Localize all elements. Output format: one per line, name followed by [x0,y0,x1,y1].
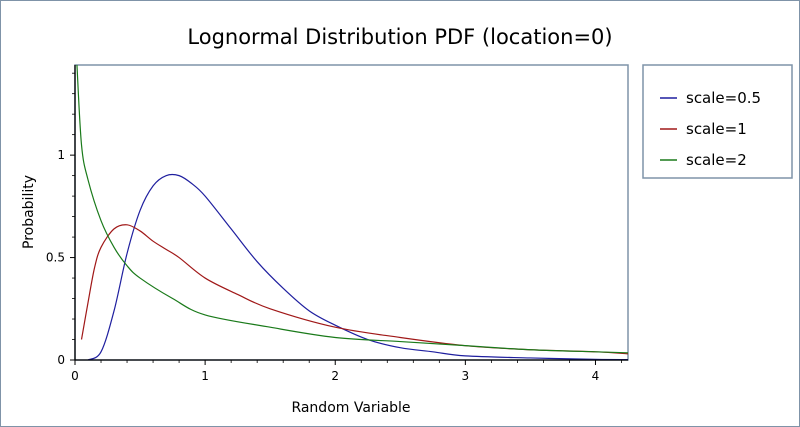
series-line-1 [87,173,629,361]
x-axis-label: Random Variable [291,400,410,416]
y-tick-label: 0.5 [46,251,65,265]
legend-box [642,64,793,179]
x-tick-label: 4 [592,369,600,383]
x-tick-label: 3 [462,369,470,383]
x-tick-label: 0 [71,369,79,383]
legend-label-2: scale=1 [686,120,747,138]
y-tick-label: 1 [57,148,65,162]
legend-label-1: scale=0.5 [686,89,761,107]
y-axis-label: Probability [21,175,37,249]
legend: scale=0.5 scale=1 scale=2 [660,89,761,169]
series-curves [76,64,629,361]
plot-area [74,64,629,361]
legend-label-3: scale=2 [686,151,747,169]
x-tick-label: 2 [331,369,339,383]
chart-title: Lognormal Distribution PDF (location=0) [187,25,612,49]
x-tick-label: 1 [201,369,209,383]
axes: 0 1 2 3 4 0 0.5 1 [46,65,628,383]
series-line-3 [76,64,629,354]
y-tick-label: 0 [57,353,65,367]
